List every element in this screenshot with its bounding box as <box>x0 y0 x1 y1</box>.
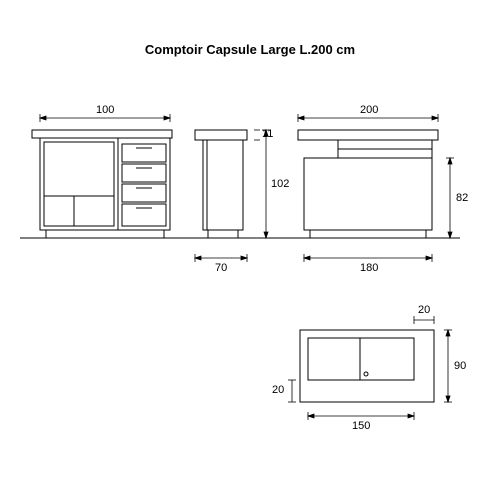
dim-plan-left20: 20 <box>272 384 284 396</box>
dim-side-depth: 70 <box>215 262 227 274</box>
dim-right-height: 82 <box>456 192 468 204</box>
dim-right-base: 180 <box>360 262 378 274</box>
dim-plan-inner: 150 <box>352 420 370 432</box>
dim-plan-top20: 20 <box>418 304 430 316</box>
dim-side-height: 102 <box>271 178 289 190</box>
dim-right-width: 200 <box>360 104 378 116</box>
side-view <box>195 130 270 262</box>
dim-plan-depth: 90 <box>454 360 466 372</box>
technical-drawing <box>0 0 500 500</box>
dim-side-shelf: 11 <box>262 128 273 140</box>
right-view <box>298 114 454 262</box>
front-view <box>32 114 172 238</box>
dim-front-width: 100 <box>96 104 114 116</box>
plan-view <box>288 316 452 420</box>
